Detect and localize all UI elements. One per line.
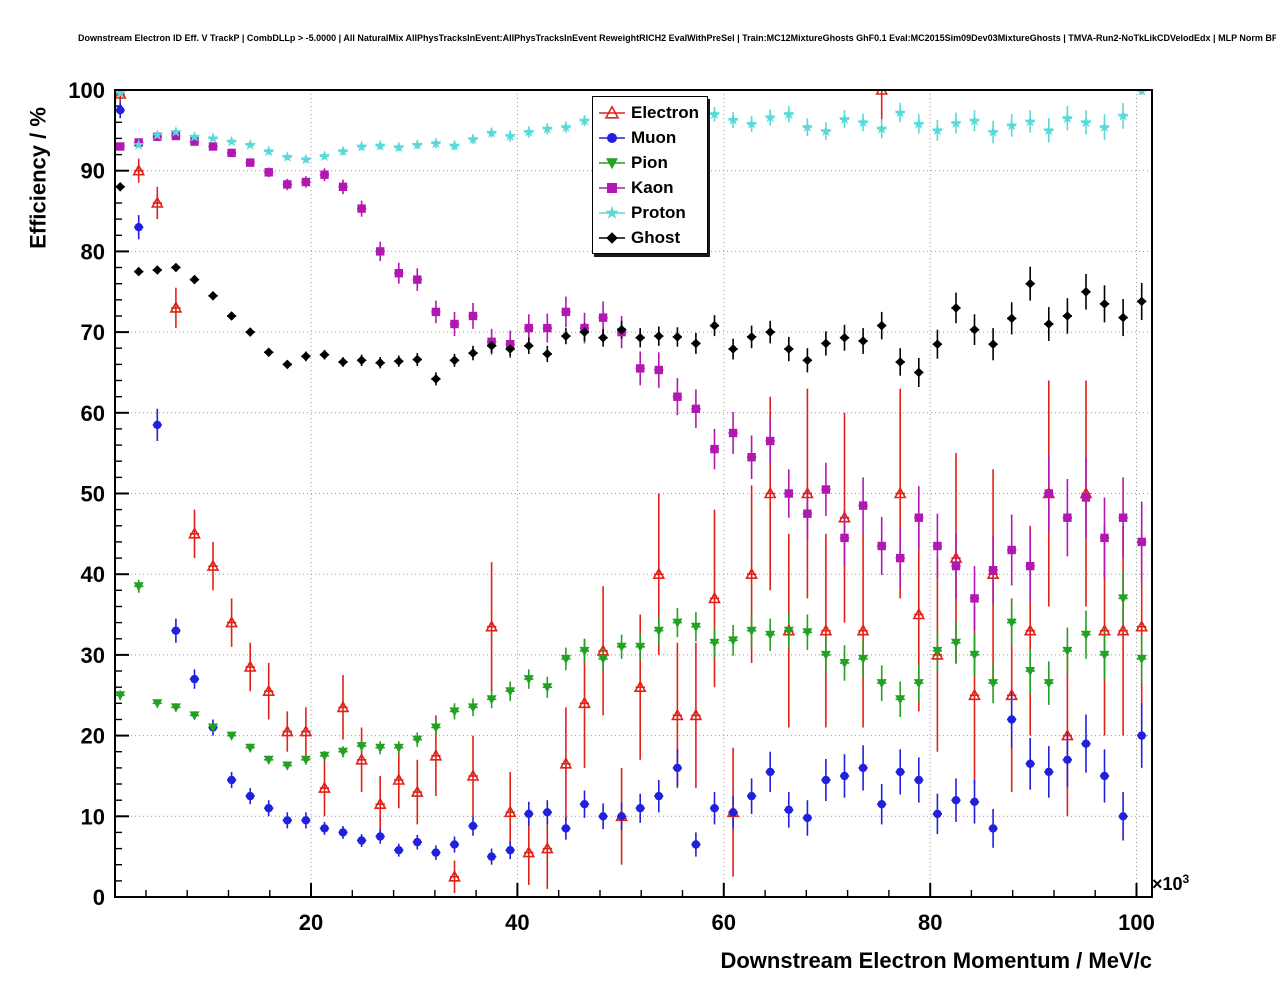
svg-text:80: 80 — [918, 910, 942, 935]
svg-text:70: 70 — [81, 320, 105, 345]
svg-text:60: 60 — [81, 401, 105, 426]
legend-label: Ghost — [631, 227, 681, 247]
svg-text:50: 50 — [81, 482, 105, 507]
kaon-marker-icon — [599, 182, 625, 193]
svg-text:100: 100 — [68, 78, 105, 103]
legend-label: Kaon — [631, 177, 674, 197]
ghost-marker-icon — [599, 231, 625, 244]
electron-marker-icon — [599, 104, 625, 119]
x-mult-exponent: 3 — [1182, 872, 1190, 886]
svg-text:90: 90 — [81, 159, 105, 184]
pion-marker-icon — [599, 157, 625, 169]
legend-item-pion: Pion — [597, 150, 699, 175]
x-mult-base: ×10 — [1152, 874, 1183, 894]
legend-item-muon: Muon — [597, 125, 699, 150]
svg-text:100: 100 — [1118, 910, 1155, 935]
muon-marker-icon — [599, 132, 625, 143]
svg-text:40: 40 — [81, 562, 105, 587]
svg-text:20: 20 — [299, 910, 323, 935]
legend-label: Electron — [631, 102, 700, 122]
svg-text:10: 10 — [81, 804, 105, 829]
legend-label: Pion — [631, 152, 668, 172]
svg-text:0: 0 — [93, 885, 105, 910]
x-axis-multiplier: ×103 — [1152, 872, 1189, 895]
plot-title: Downstream Electron ID Eff. V TrackP | C… — [78, 33, 1276, 43]
legend-item-proton: Proton — [597, 200, 699, 225]
legend-item-electron: Electron — [597, 100, 699, 125]
legend-item-ghost: Ghost — [597, 225, 699, 250]
legend: Electron Muon Pion Kaon Proton Ghost — [592, 96, 709, 254]
y-axis-title: Efficiency / % — [25, 107, 51, 249]
legend-label: Proton — [631, 202, 686, 222]
legend-label: Muon — [631, 127, 677, 147]
svg-text:40: 40 — [505, 910, 529, 935]
svg-text:80: 80 — [81, 239, 105, 264]
svg-text:60: 60 — [712, 910, 736, 935]
proton-marker-icon — [599, 205, 625, 219]
svg-text:20: 20 — [81, 724, 105, 749]
legend-item-kaon: Kaon — [597, 175, 699, 200]
svg-text:30: 30 — [81, 643, 105, 668]
x-axis-title: Downstream Electron Momentum / MeV/c — [720, 948, 1152, 973]
